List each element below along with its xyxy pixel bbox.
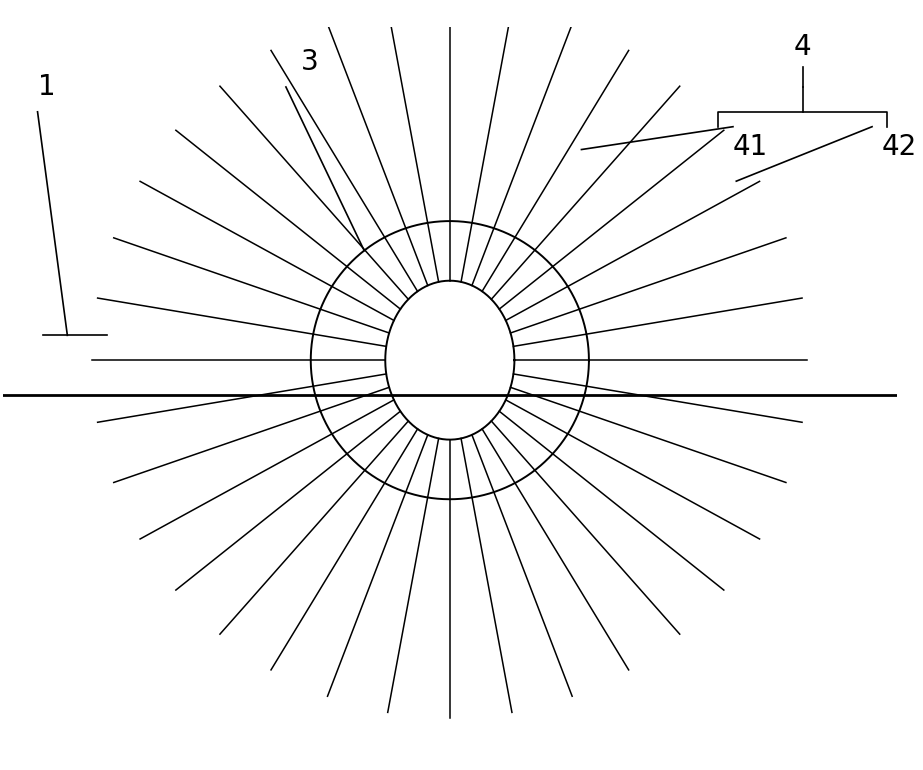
Text: 42: 42 <box>882 132 917 161</box>
Text: 3: 3 <box>301 48 318 76</box>
Text: 1: 1 <box>38 73 55 101</box>
Text: 41: 41 <box>733 132 768 161</box>
Text: 4: 4 <box>794 33 811 62</box>
